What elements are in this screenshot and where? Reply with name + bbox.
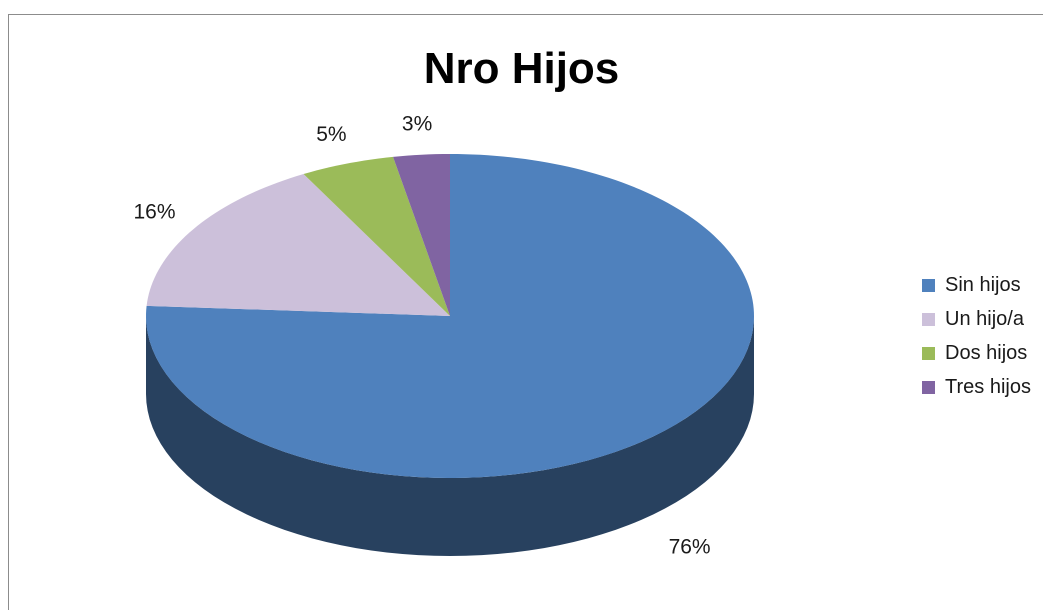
pie-side-0 bbox=[146, 316, 754, 556]
legend-item-1: Un hijo/a bbox=[922, 302, 1031, 336]
chart-title-wrap: Nro Hijos bbox=[0, 44, 1043, 94]
data-label-2: 5% bbox=[316, 123, 346, 146]
data-label-1: 16% bbox=[133, 201, 175, 224]
legend-item-3: Tres hijos bbox=[922, 370, 1031, 404]
legend-swatch-1 bbox=[922, 312, 935, 326]
legend-item-2: Dos hijos bbox=[922, 336, 1031, 370]
data-label-0: 76% bbox=[669, 536, 711, 559]
pie-slice-3 bbox=[393, 154, 450, 316]
pie-slice-2 bbox=[303, 156, 450, 316]
legend-item-0: Sin hijos bbox=[922, 268, 1031, 302]
legend-swatch-2 bbox=[922, 346, 935, 360]
legend-label-2: Dos hijos bbox=[945, 341, 1028, 364]
legend: Sin hijos Un hijo/a Dos hijos Tres hijos bbox=[922, 268, 1031, 404]
legend-label-0: Sin hijos bbox=[945, 273, 1021, 296]
data-label-3: 3% bbox=[402, 112, 432, 135]
legend-label-3: Tres hijos bbox=[945, 375, 1031, 398]
pie-slice-1 bbox=[146, 174, 450, 316]
chart-title: Nro Hijos bbox=[423, 44, 620, 93]
legend-swatch-0 bbox=[922, 278, 935, 292]
legend-label-1: Un hijo/a bbox=[945, 307, 1024, 330]
legend-swatch-3 bbox=[922, 380, 935, 394]
pie-slice-0 bbox=[146, 154, 754, 478]
